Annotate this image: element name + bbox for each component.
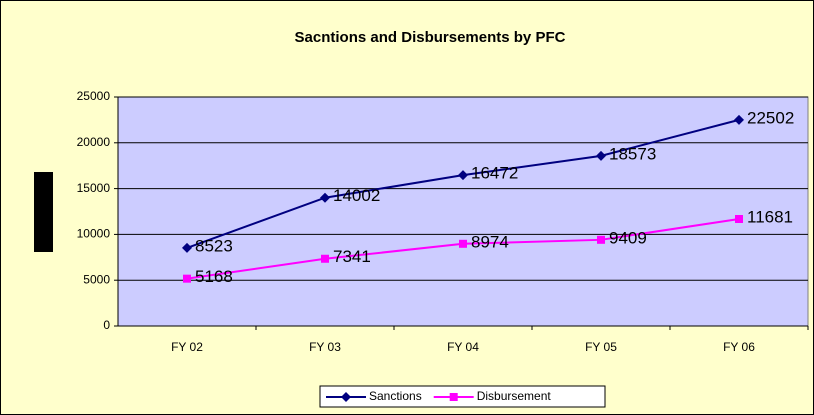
legend-label: Sanctions — [369, 389, 422, 403]
data-label: 18573 — [609, 144, 656, 163]
marker — [321, 254, 329, 263]
data-label: 8974 — [471, 232, 509, 251]
marker — [596, 150, 606, 161]
legend-label: Disbursement — [477, 389, 552, 403]
x-tick-label: FY 05 — [585, 340, 617, 354]
y-tick-label: 5000 — [83, 272, 110, 286]
marker — [734, 114, 744, 125]
redacted-axis-label — [34, 172, 53, 252]
marker — [735, 215, 743, 224]
data-label: 11681 — [747, 207, 793, 226]
marker — [449, 393, 458, 401]
marker — [183, 274, 191, 283]
marker — [320, 192, 330, 203]
marker — [597, 235, 605, 244]
y-tick-label: 20000 — [77, 135, 111, 149]
data-label: 5168 — [195, 267, 233, 286]
x-tick-label: FY 02 — [171, 340, 203, 354]
plot-area — [117, 96, 809, 327]
marker — [459, 239, 467, 248]
marker — [458, 170, 468, 181]
y-tick-label: 15000 — [77, 181, 111, 195]
data-label: 14002 — [333, 186, 380, 205]
x-tick-label: FY 06 — [723, 340, 755, 354]
data-label: 16472 — [471, 164, 518, 183]
data-label: 9409 — [609, 228, 647, 247]
data-label: 22502 — [747, 108, 794, 127]
data-label: 7341 — [333, 247, 371, 266]
marker — [182, 242, 192, 253]
data-label: 8523 — [195, 236, 233, 255]
y-tick-label: 0 — [103, 318, 110, 332]
x-tick-label: FY 03 — [309, 340, 341, 354]
y-tick-label: 25000 — [77, 89, 111, 103]
marker — [341, 392, 351, 402]
x-tick-label: FY 04 — [447, 340, 479, 354]
y-tick-label: 10000 — [77, 227, 111, 241]
chart-title: Sacntions and Disbursements by PFC — [295, 29, 566, 46]
